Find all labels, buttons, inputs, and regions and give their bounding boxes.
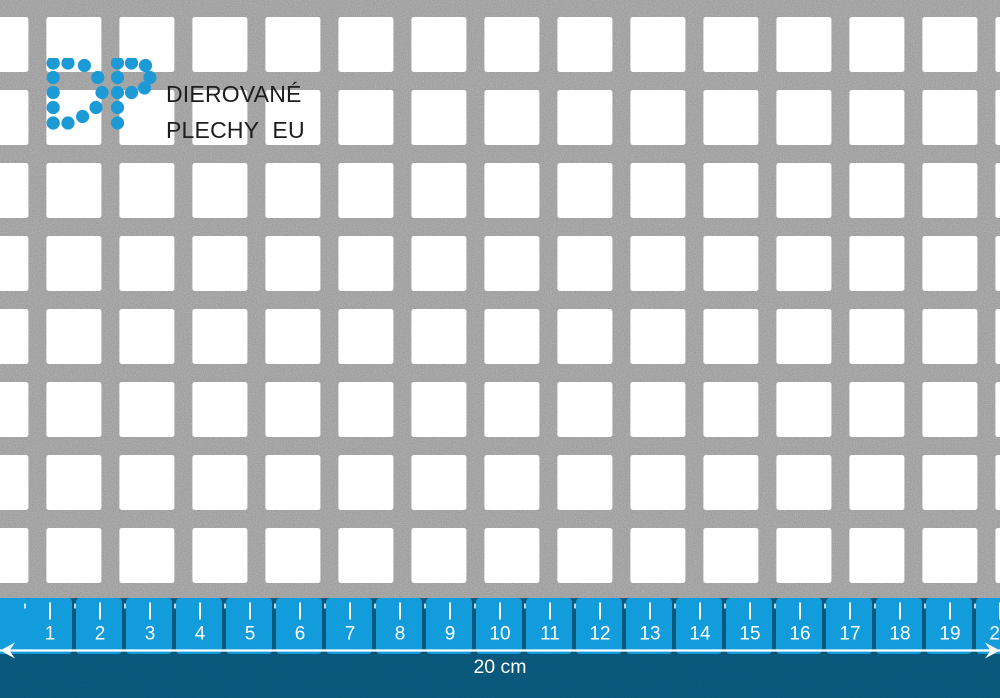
svg-text:14: 14	[689, 624, 711, 645]
svg-text:4: 4	[195, 624, 206, 645]
svg-text:7: 7	[345, 624, 356, 645]
svg-text:10: 10	[489, 624, 510, 645]
svg-text:5: 5	[245, 624, 256, 645]
svg-text:1: 1	[45, 624, 56, 645]
svg-text:12: 12	[589, 624, 610, 645]
svg-text:2: 2	[95, 624, 106, 645]
svg-text:8: 8	[395, 624, 406, 645]
svg-text:17: 17	[839, 624, 860, 645]
svg-text:20: 20	[989, 624, 1000, 645]
svg-text:6: 6	[295, 624, 306, 645]
svg-text:9: 9	[445, 624, 456, 645]
svg-text:16: 16	[789, 624, 810, 645]
svg-text:11: 11	[540, 624, 560, 645]
svg-text:19: 19	[939, 624, 960, 645]
svg-text:15: 15	[739, 624, 760, 645]
svg-text:18: 18	[889, 624, 910, 645]
svg-text:3: 3	[145, 624, 156, 645]
svg-text:20 cm: 20 cm	[473, 656, 526, 678]
svg-text:13: 13	[639, 624, 660, 645]
